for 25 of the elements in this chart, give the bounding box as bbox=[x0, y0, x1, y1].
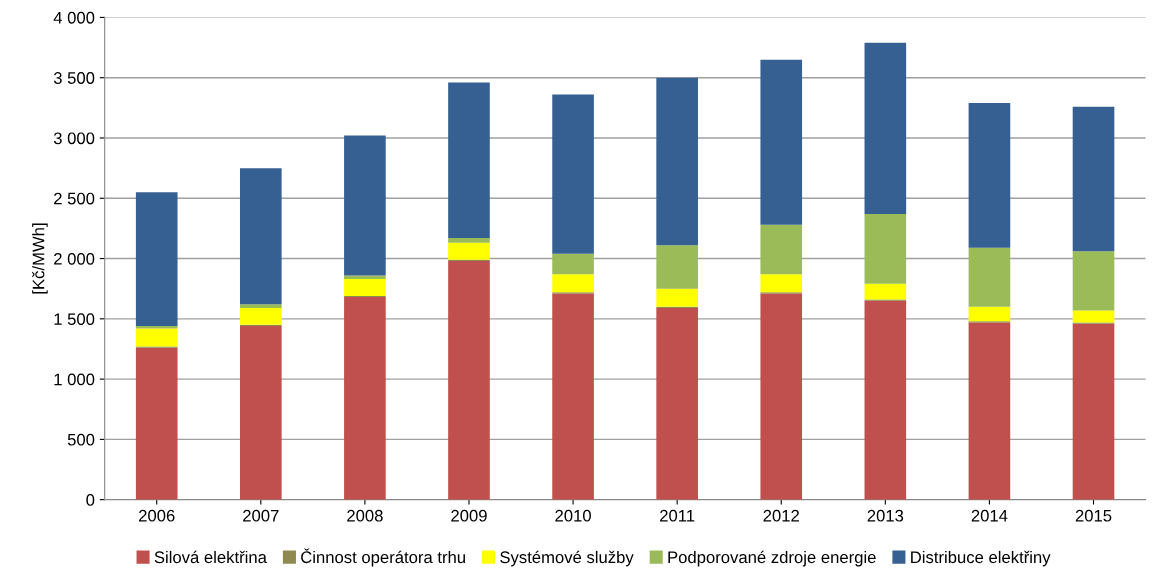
x-tick-label: 2011 bbox=[660, 509, 695, 522]
x-tick-label: 2007 bbox=[243, 509, 279, 522]
y-tick-label: 1 500 bbox=[54, 313, 95, 326]
legend-label: Silová elektřina bbox=[154, 550, 267, 564]
y-axis-title: [Kč/MWh] bbox=[32, 223, 48, 294]
y-tick-label: 3 000 bbox=[53, 132, 95, 145]
y-tick-label: 3 500 bbox=[53, 72, 95, 84]
y-tick-label: 2 000 bbox=[54, 252, 95, 265]
x-tick-label: 2015 bbox=[1075, 509, 1112, 522]
x-tick-label: 2010 bbox=[555, 509, 591, 522]
y-tick-label: 0 bbox=[86, 494, 95, 506]
x-tick-label: 2006 bbox=[139, 509, 175, 522]
x-tick-label: 2014 bbox=[971, 509, 1008, 522]
y-tick-label: 4 000 bbox=[53, 11, 95, 24]
y-tick-label: 500 bbox=[67, 433, 95, 446]
y-tick-label: 1 000 bbox=[54, 373, 95, 386]
legend-label: Distribuce elektřiny bbox=[911, 550, 1051, 567]
legend-label: Systémové služby bbox=[500, 550, 634, 567]
x-tick-label: 2009 bbox=[451, 509, 487, 522]
legend-label: Činnost operátora trhu bbox=[301, 548, 465, 567]
x-tick-label: 2012 bbox=[763, 509, 799, 522]
legend-label: Podporované zdroje energie bbox=[668, 550, 876, 567]
y-tick-label: 2 500 bbox=[54, 192, 95, 205]
x-tick-label: 2013 bbox=[867, 509, 904, 522]
x-tick-label: 2008 bbox=[347, 509, 383, 522]
